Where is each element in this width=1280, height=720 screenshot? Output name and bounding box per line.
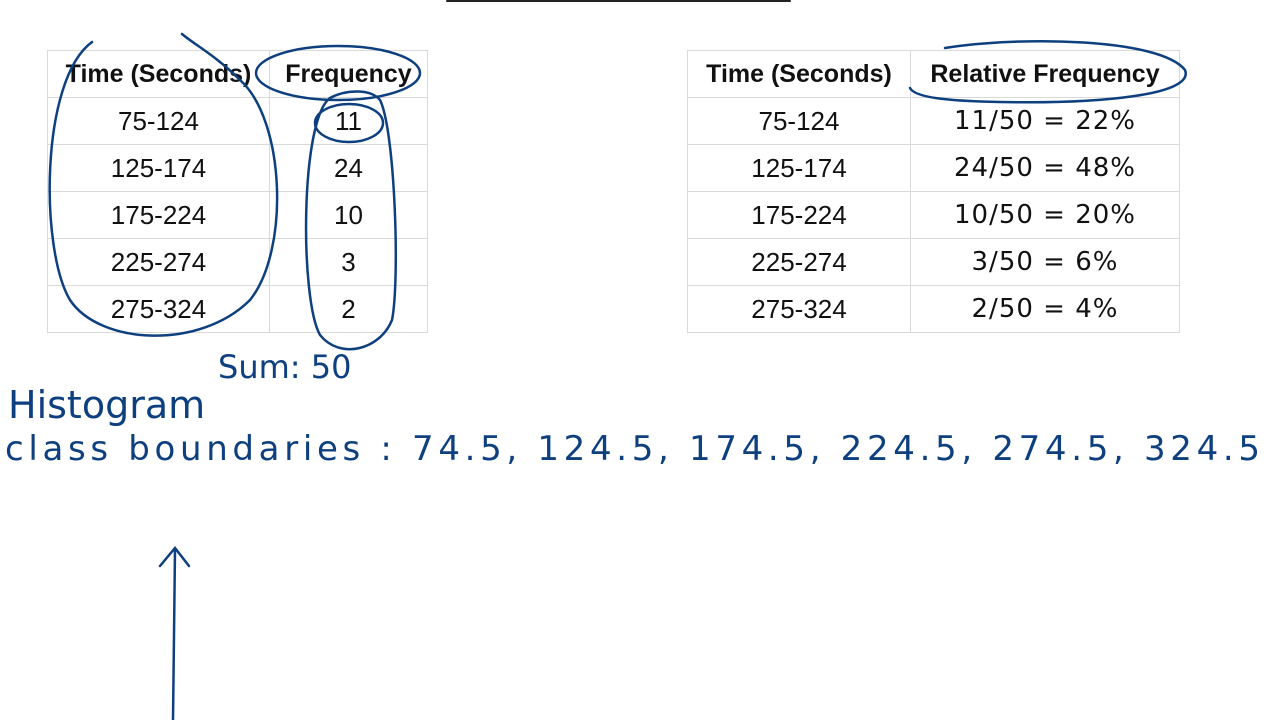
table-cell: 75-124 xyxy=(47,97,270,145)
table-row: 275-324 2/50 = 4% xyxy=(687,285,1180,333)
table-row: 225-274 3 xyxy=(47,238,428,286)
table-cell: 75-124 xyxy=(687,97,911,145)
header-cell: Time (Seconds) xyxy=(687,50,911,98)
table-cell: 24 xyxy=(269,144,428,192)
table-cell: 2 xyxy=(269,285,428,333)
header-cell: Relative Frequency xyxy=(910,50,1180,98)
header-cell: Frequency xyxy=(269,50,428,98)
handwritten-cell: 10/50 = 20% xyxy=(910,191,1180,239)
handwritten-cell: 24/50 = 48% xyxy=(910,144,1180,192)
header-row: Time (Seconds) Frequency xyxy=(47,50,428,98)
relative-frequency-table: Time (Seconds) Relative Frequency 75-124 11… xyxy=(687,50,1180,333)
ink-loop xyxy=(313,102,385,144)
table-row: 175-224 10/50 = 20% xyxy=(687,191,1180,239)
ink-loop xyxy=(304,90,398,351)
sum-note: Sum: 50 xyxy=(218,348,351,386)
table-row: 125-174 24/50 = 48% xyxy=(687,144,1180,192)
class-boundaries-note: class boundaries : 74.5, 124.5, 174.5, 2… xyxy=(5,429,1260,469)
table-row: 275-324 2 xyxy=(47,285,428,333)
table-cell: 225-274 xyxy=(687,238,911,286)
ink-axis xyxy=(171,548,177,720)
table-cell: 275-324 xyxy=(47,285,270,333)
table-cell: 125-174 xyxy=(687,144,911,192)
frequency-table: Time (Seconds) Frequency 75-124 11 125-174 24… xyxy=(47,50,428,333)
table-row: 225-274 3/50 = 6% xyxy=(687,238,1180,286)
table-cell: 275-324 xyxy=(687,285,911,333)
handwritten-cell: 2/50 = 4% xyxy=(910,285,1180,333)
table-cell: 175-224 xyxy=(687,191,911,239)
table-cell: 3 xyxy=(269,238,428,286)
ink-loop xyxy=(48,32,279,337)
ink-arrowhead xyxy=(158,546,191,568)
ink-loop xyxy=(908,39,1187,104)
handwritten-cell: 3/50 = 6% xyxy=(910,238,1180,286)
ink-loop xyxy=(254,44,422,102)
histogram-note: Histogram xyxy=(8,383,205,427)
header-row: Time (Seconds) Relative Frequency xyxy=(687,50,1180,98)
table-row: 75-124 11/50 = 22% xyxy=(687,97,1180,145)
